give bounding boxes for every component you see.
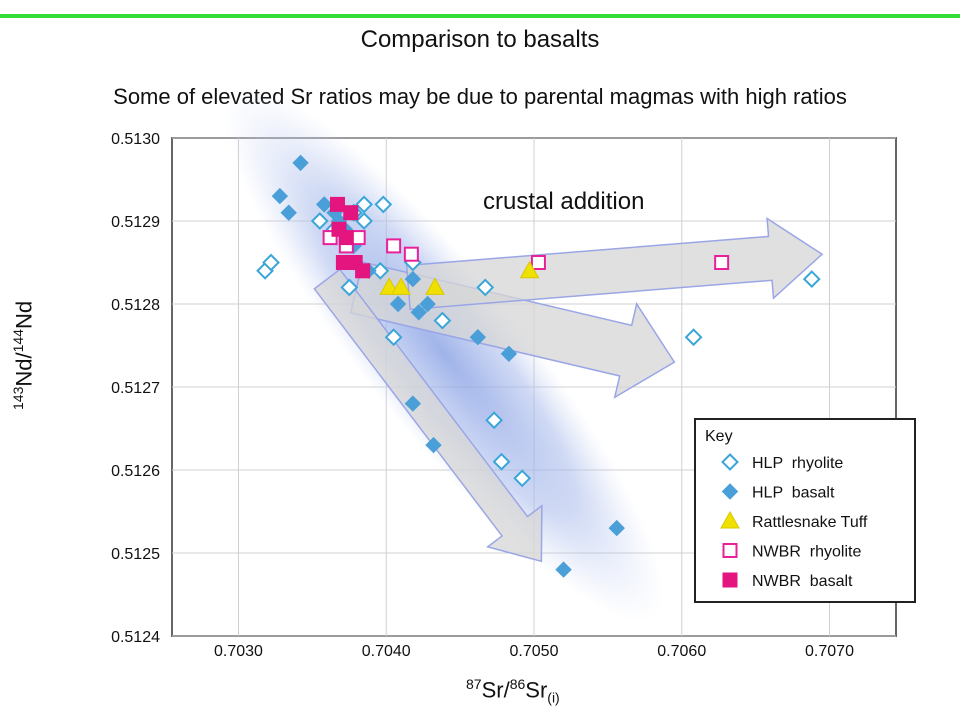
y-tick-label: 0.5127 [111,380,160,397]
crustal-addition-arrow [405,217,824,311]
data-point [292,154,309,172]
x-tick-label: 0.7050 [510,643,559,660]
legend-entry: NWBR rhyolite [752,544,861,561]
data-point [404,395,422,412]
data-point [802,270,821,289]
y-tick-label: 0.5126 [111,463,160,480]
data-point [384,328,403,347]
data-point [338,230,354,246]
data-point [386,238,402,254]
legend-box [694,418,916,603]
y-tick-label: 0.5125 [111,546,160,563]
x-tick-label: 0.7060 [657,643,706,660]
data-point [315,196,333,213]
y-tick-label: 0.5124 [111,629,160,646]
data-point [403,246,419,262]
data-point [389,295,407,313]
series-nwbr-basalt [329,196,371,279]
data-point [519,260,540,279]
data-point [433,311,452,330]
legend-title: Key [705,428,733,445]
legend-entry: HLP basalt [752,485,835,502]
x-tick-label: 0.7070 [805,643,854,660]
data-point [355,195,373,214]
legend-marker [721,453,739,471]
data-point [555,561,572,578]
data-point [608,519,625,537]
legend-marker [721,483,739,500]
data-point [425,436,442,454]
y-tick-label: 0.5128 [111,297,160,314]
series-hlp-basalt [271,154,625,578]
y-axis-label: 143Nd/144Nd [10,300,37,410]
x-axis-label: 87Sr/86Sr(i) [466,676,560,706]
data-point [714,255,730,270]
legend-marker [722,543,738,558]
data-point [530,255,546,270]
data-point [425,277,445,295]
data-point [476,278,495,297]
legend-marker [720,510,740,529]
data-point [262,253,280,272]
data-point [343,205,359,221]
data-point [404,270,422,288]
legend-entry: HLP rhyolite [752,455,843,472]
data-point [329,196,345,212]
data-point [419,295,436,313]
data-point [271,187,289,205]
x-tick-label: 0.7030 [214,643,263,660]
data-point [513,469,532,488]
series-rattlesnake-tuff [379,260,540,295]
page-title: Comparison to basalts [360,26,600,53]
data-point [469,328,487,346]
data-point [410,304,427,321]
x-tick-label: 0.7040 [362,643,411,660]
legend-marker [722,572,738,588]
data-point [500,345,518,363]
data-point [355,212,373,230]
data-point [355,263,371,279]
data-point [371,261,390,280]
legend-entry: Rattlesnake Tuff [752,514,868,531]
crustal-addition-label: crustal addition [483,188,644,215]
top-accent-rule [0,14,960,18]
data-point [310,212,329,230]
data-point [280,204,297,221]
data-point [391,277,411,295]
data-point [492,452,511,471]
data-point [684,328,703,347]
y-tick-label: 0.5130 [111,131,160,148]
data-point [340,278,359,297]
data-point [485,411,504,430]
basalt-trend-arrow [313,268,543,563]
legend-entry: NWBR basalt [752,573,853,590]
y-tick-label: 0.5129 [111,214,160,231]
data-point [374,195,393,214]
